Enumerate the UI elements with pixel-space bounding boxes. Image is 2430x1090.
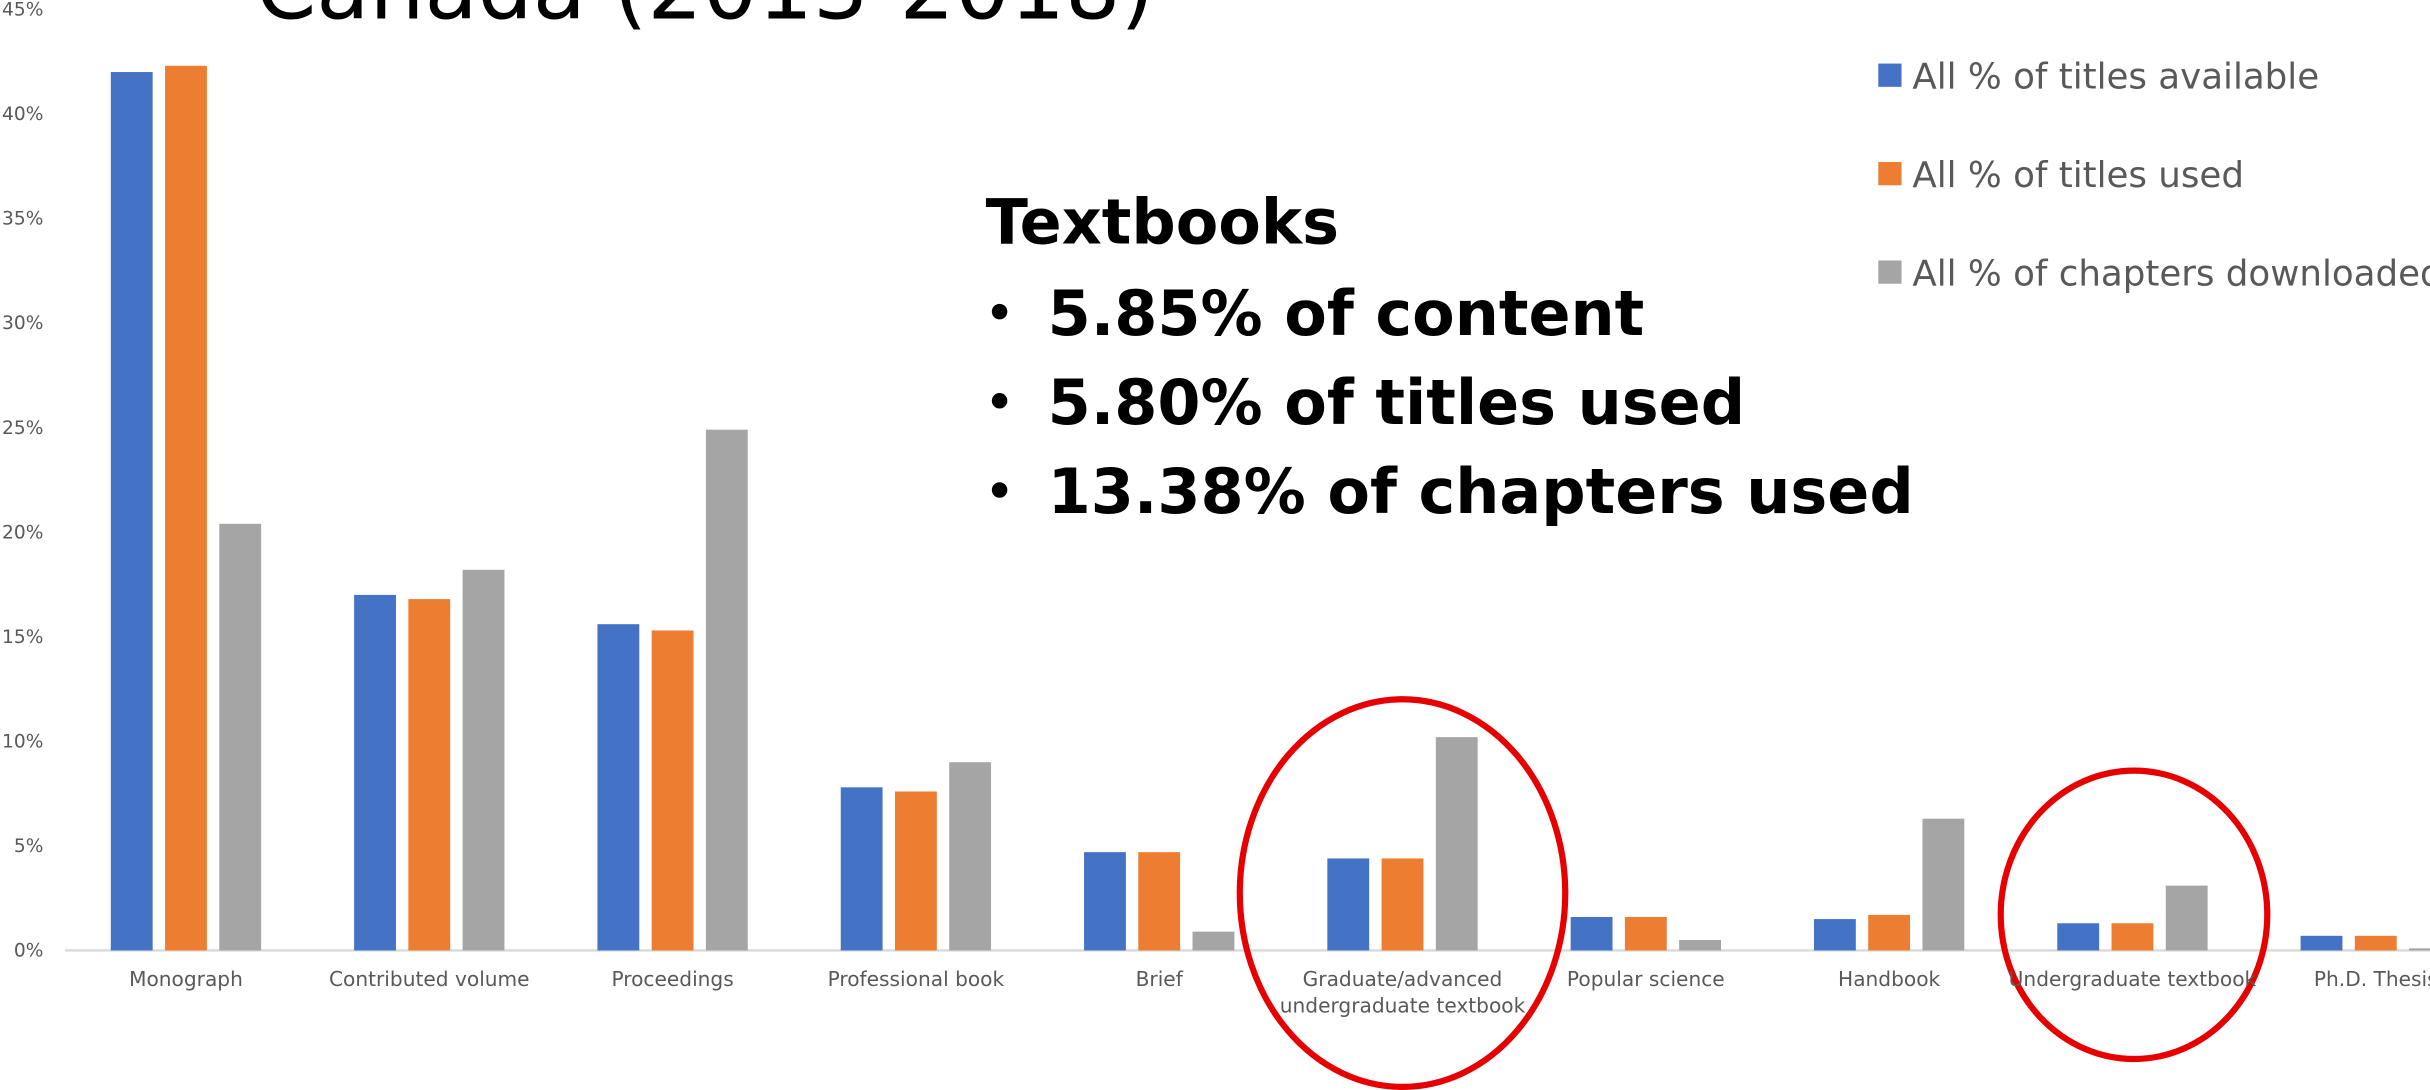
legend-label: All % of titles used bbox=[1912, 155, 2244, 196]
x-tick-label: Handbook bbox=[1838, 969, 1941, 993]
bar bbox=[1381, 858, 1424, 951]
annotation-item: 13.38% of chapters used bbox=[1048, 455, 1914, 528]
bar bbox=[1868, 914, 1911, 951]
x-tick-label-box: Ph.D. Thesis bbox=[2313, 969, 2430, 993]
bar bbox=[462, 569, 505, 951]
y-tick-label: 0% bbox=[14, 941, 43, 962]
chart-title: Canada (2013-2018) bbox=[256, 0, 1154, 40]
x-tick-label: Professional book bbox=[827, 969, 1005, 993]
x-tick-label-box: Graduate/advanced undergraduate textbook bbox=[1279, 969, 1526, 1019]
legend-label: All % of titles available bbox=[1912, 56, 2319, 97]
annotation-item: 5.85% of content bbox=[1048, 277, 1645, 350]
bar bbox=[1813, 919, 1856, 951]
bullet bbox=[991, 393, 1008, 409]
x-tick-label-box: Handbook bbox=[1838, 969, 1941, 993]
bar bbox=[1327, 858, 1370, 951]
x-tick-label: Popular science bbox=[1566, 969, 1725, 993]
bar bbox=[1192, 931, 1235, 951]
bar bbox=[110, 72, 153, 951]
bar bbox=[1435, 737, 1478, 951]
bar bbox=[1084, 852, 1126, 951]
x-tick-label-box: Monograph bbox=[129, 969, 243, 993]
y-tick-label: 30% bbox=[2, 313, 43, 334]
annotation-item: 5.80% of titles used bbox=[1048, 366, 1745, 439]
annotation-heading: Textbooks bbox=[986, 185, 1339, 258]
x-tick-label-box: Brief bbox=[1135, 969, 1183, 993]
x-tick-label: Graduate/advanced undergraduate textbook bbox=[1279, 969, 1526, 1019]
bar bbox=[894, 791, 937, 951]
x-tick-label-box: Proceedings bbox=[611, 969, 734, 993]
bar bbox=[1679, 939, 1721, 951]
bar bbox=[1624, 916, 1667, 951]
x-tick-label-box: Popular science bbox=[1566, 969, 1725, 993]
bar bbox=[354, 594, 396, 951]
y-tick-label: 5% bbox=[14, 836, 43, 857]
y-tick-label: 40% bbox=[2, 104, 43, 125]
bar bbox=[840, 787, 883, 951]
bar bbox=[408, 599, 451, 951]
bar bbox=[2409, 948, 2430, 951]
bar bbox=[2300, 935, 2343, 951]
bar bbox=[2111, 923, 2154, 951]
x-tick-label: Contributed volume bbox=[328, 969, 530, 993]
y-tick-label: 25% bbox=[2, 418, 43, 439]
bar bbox=[219, 523, 262, 951]
bar bbox=[651, 630, 694, 951]
bar bbox=[705, 429, 748, 951]
legend-swatch bbox=[1878, 162, 1902, 186]
legend-swatch bbox=[1878, 260, 1902, 284]
bullet bbox=[991, 482, 1008, 498]
bar bbox=[165, 65, 207, 951]
bar bbox=[2057, 923, 2100, 951]
bar bbox=[1138, 852, 1181, 951]
x-tick-label: Proceedings bbox=[611, 969, 734, 993]
y-tick-label: 45% bbox=[2, 0, 43, 21]
x-tick-label-box: Undergraduate textbook bbox=[2008, 969, 2257, 993]
highlight-circle bbox=[1236, 696, 1569, 1090]
y-tick-label: 20% bbox=[2, 522, 43, 543]
x-tick-label-box: Contributed volume bbox=[328, 969, 530, 993]
bar bbox=[597, 624, 640, 951]
y-tick-label: 10% bbox=[2, 732, 43, 753]
x-tick-label: Ph.D. Thesis bbox=[2313, 969, 2430, 993]
bar bbox=[2165, 885, 2208, 951]
legend-swatch bbox=[1878, 63, 1902, 87]
x-tick-label-box: Professional book bbox=[827, 969, 1005, 993]
highlight-circle bbox=[1997, 767, 2271, 1063]
x-tick-label: Undergraduate textbook bbox=[2008, 969, 2257, 993]
y-tick-label: 15% bbox=[2, 627, 43, 648]
bullet bbox=[991, 303, 1008, 320]
bar bbox=[1570, 916, 1613, 951]
bar bbox=[1922, 818, 1965, 951]
x-tick-label: Brief bbox=[1135, 969, 1183, 993]
x-tick-label: Monograph bbox=[129, 969, 243, 993]
y-tick-label: 35% bbox=[2, 209, 43, 230]
legend-label: All % of chapters downloaded bbox=[1912, 253, 2430, 294]
bar bbox=[949, 762, 992, 951]
bar bbox=[2354, 935, 2397, 951]
